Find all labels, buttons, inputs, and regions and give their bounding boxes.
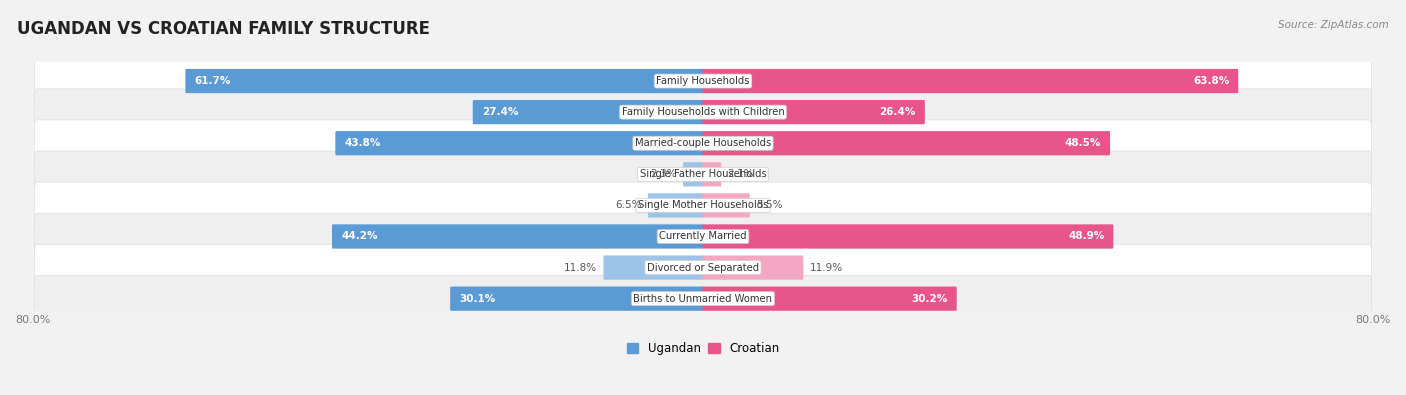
FancyBboxPatch shape	[34, 89, 1372, 135]
Text: 27.4%: 27.4%	[482, 107, 519, 117]
FancyBboxPatch shape	[703, 193, 749, 218]
Text: 61.7%: 61.7%	[194, 76, 231, 86]
Text: 11.8%: 11.8%	[564, 263, 598, 273]
FancyBboxPatch shape	[703, 256, 803, 280]
Text: 2.1%: 2.1%	[727, 169, 754, 179]
Text: 44.2%: 44.2%	[342, 231, 378, 241]
Text: Family Households: Family Households	[657, 76, 749, 86]
FancyBboxPatch shape	[186, 69, 703, 93]
FancyBboxPatch shape	[34, 120, 1372, 167]
Text: 6.5%: 6.5%	[616, 200, 641, 211]
FancyBboxPatch shape	[703, 224, 1114, 248]
FancyBboxPatch shape	[34, 58, 1372, 104]
Text: 48.5%: 48.5%	[1064, 138, 1101, 148]
FancyBboxPatch shape	[472, 100, 703, 124]
FancyBboxPatch shape	[703, 162, 721, 186]
FancyBboxPatch shape	[34, 244, 1372, 291]
Text: Births to Unmarried Women: Births to Unmarried Women	[634, 293, 772, 304]
FancyBboxPatch shape	[703, 131, 1111, 155]
Text: 11.9%: 11.9%	[810, 263, 842, 273]
Text: 30.2%: 30.2%	[911, 293, 948, 304]
Text: Single Mother Households: Single Mother Households	[638, 200, 768, 211]
FancyBboxPatch shape	[34, 182, 1372, 229]
FancyBboxPatch shape	[34, 213, 1372, 260]
Text: 48.9%: 48.9%	[1069, 231, 1104, 241]
FancyBboxPatch shape	[683, 162, 703, 186]
Text: Married-couple Households: Married-couple Households	[636, 138, 770, 148]
Legend: Ugandan, Croatian: Ugandan, Croatian	[621, 337, 785, 360]
FancyBboxPatch shape	[703, 286, 956, 311]
Text: Single Father Households: Single Father Households	[640, 169, 766, 179]
Text: 43.8%: 43.8%	[344, 138, 381, 148]
FancyBboxPatch shape	[336, 131, 703, 155]
Text: Family Households with Children: Family Households with Children	[621, 107, 785, 117]
FancyBboxPatch shape	[34, 151, 1372, 198]
FancyBboxPatch shape	[703, 100, 925, 124]
Text: 26.4%: 26.4%	[879, 107, 915, 117]
FancyBboxPatch shape	[703, 69, 1239, 93]
Text: 2.3%: 2.3%	[651, 169, 678, 179]
FancyBboxPatch shape	[603, 256, 703, 280]
Text: 30.1%: 30.1%	[460, 293, 495, 304]
Text: 63.8%: 63.8%	[1192, 76, 1229, 86]
Text: Divorced or Separated: Divorced or Separated	[647, 263, 759, 273]
Text: 5.5%: 5.5%	[756, 200, 782, 211]
Text: UGANDAN VS CROATIAN FAMILY STRUCTURE: UGANDAN VS CROATIAN FAMILY STRUCTURE	[17, 20, 430, 38]
FancyBboxPatch shape	[332, 224, 703, 248]
Text: Currently Married: Currently Married	[659, 231, 747, 241]
FancyBboxPatch shape	[648, 193, 703, 218]
Text: Source: ZipAtlas.com: Source: ZipAtlas.com	[1278, 20, 1389, 30]
FancyBboxPatch shape	[34, 275, 1372, 322]
FancyBboxPatch shape	[450, 286, 703, 311]
